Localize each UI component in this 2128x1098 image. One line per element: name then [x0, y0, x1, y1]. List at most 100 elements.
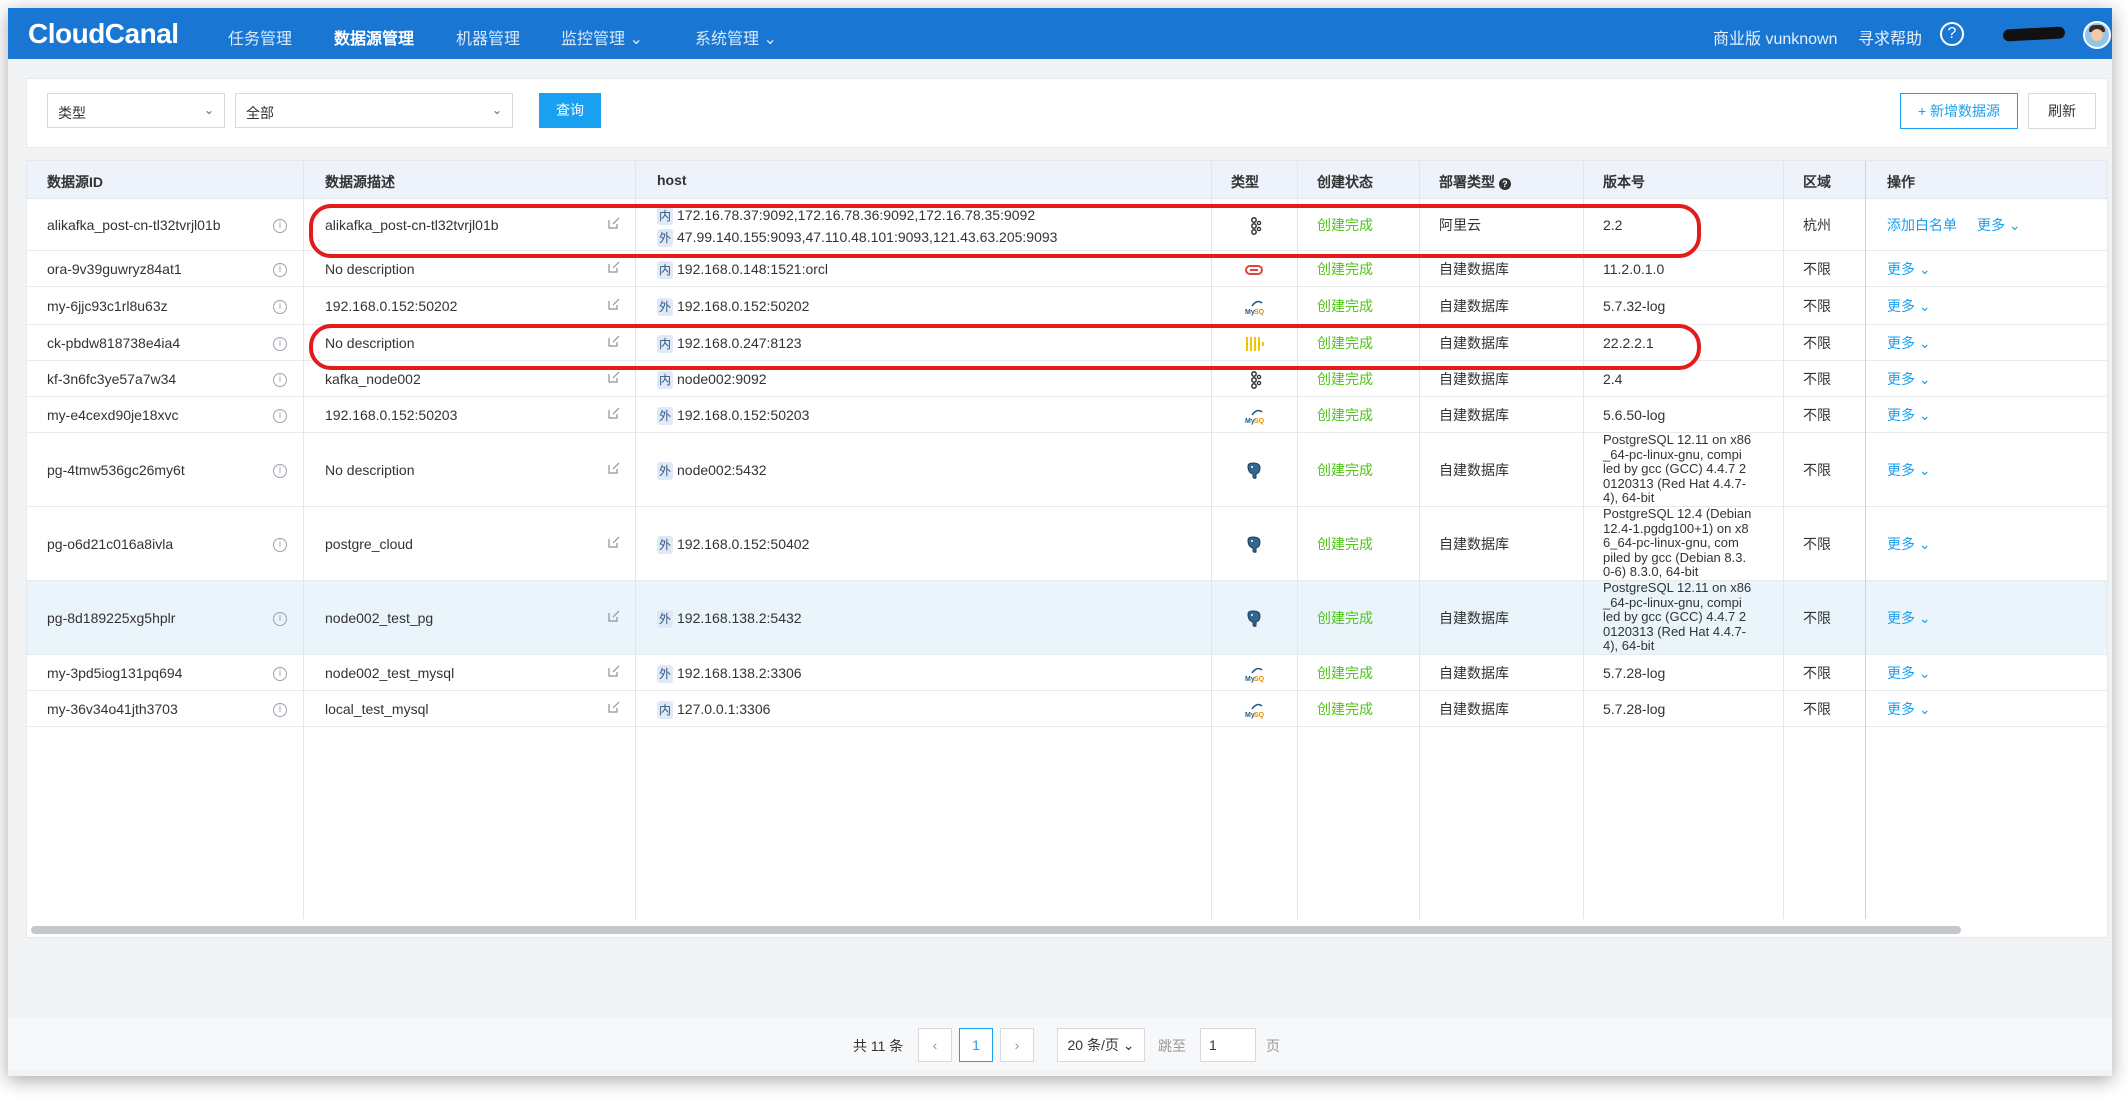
version-line: _64-pc-linux-gnu, compi: [1603, 446, 1742, 462]
nav-item-machines[interactable]: 机器管理: [456, 31, 521, 48]
top-nav: CloudCanal 任务管理 数据源管理 机器管理 监控管理 ⌄ 系统管理 ⌄…: [8, 8, 2112, 59]
more-dropdown[interactable]: 更多 ⌄: [1887, 261, 1931, 277]
table-row[interactable]: kf-3n6fc3ye57a7w34 i kafka_node002 内 node002…: [27, 361, 2107, 397]
info-icon[interactable]: i: [273, 263, 287, 277]
edit-icon[interactable]: [607, 609, 621, 623]
region: 不限: [1803, 407, 1831, 423]
region: 杭州: [1803, 217, 1831, 233]
next-page-button[interactable]: ›: [1000, 1028, 1034, 1062]
info-icon[interactable]: i: [273, 337, 287, 351]
col-header-version: 版本号: [1603, 174, 1645, 190]
more-dropdown[interactable]: 更多 ⌄: [1887, 407, 1931, 423]
edit-icon[interactable]: [607, 334, 621, 348]
postgresql-icon: [1244, 535, 1264, 555]
version: PostgreSQL 12.11 on x86 _64-pc-linux-gnu,…: [1603, 580, 1751, 654]
nav-item-datasources[interactable]: 数据源管理: [334, 31, 415, 48]
jump-input[interactable]: 1: [1200, 1028, 1256, 1062]
more-dropdown[interactable]: 更多 ⌄: [1887, 610, 1931, 626]
edit-icon[interactable]: [607, 664, 621, 678]
prev-page-button[interactable]: ‹: [918, 1028, 952, 1062]
oracle-icon: [1244, 260, 1264, 280]
redacted-username-mark: [2002, 26, 2066, 42]
table-row[interactable]: pg-4tmw536gc26my6t i No description 外 node00…: [27, 432, 2107, 507]
more-dropdown[interactable]: 更多 ⌄: [1887, 298, 1931, 314]
version-line: 0-6) 8.3.0, 64-bit: [1603, 564, 1699, 580]
datasource-desc: No description: [325, 261, 415, 277]
more-dropdown[interactable]: 更多 ⌄: [1887, 701, 1931, 717]
edit-icon[interactable]: [607, 406, 621, 420]
info-icon[interactable]: i: [273, 219, 287, 233]
help-link[interactable]: 寻求帮助: [1858, 31, 1923, 48]
table-row[interactable]: my-36v34o41jth3703 i local_test_mysql 内 127.…: [27, 691, 2107, 727]
host: 内 192.168.0.148:1521:orcl: [657, 259, 828, 280]
edit-icon[interactable]: [607, 260, 621, 274]
svg-text:My: My: [1245, 676, 1255, 683]
info-icon[interactable]: i: [273, 703, 287, 717]
question-circle-icon[interactable]: ?: [1940, 22, 1964, 46]
table-row[interactable]: pg-o6d21c016a8ivla i postgre_cloud 外 192.168…: [27, 506, 2107, 581]
svg-text:SQL: SQL: [1254, 418, 1264, 425]
version: PostgreSQL 12.4 (Debian 12.4-1.pgdg100+1)…: [1603, 506, 1751, 580]
page-size-select[interactable]: 20 条/页 ⌄: [1057, 1028, 1145, 1062]
more-dropdown[interactable]: 更多 ⌄: [1887, 371, 1931, 387]
info-icon[interactable]: i: [273, 373, 287, 387]
more-dropdown[interactable]: 更多 ⌄: [1887, 665, 1931, 681]
pagination: 共 11 条 ‹ 1 › 20 条/页 ⌄ 跳至 1 页: [8, 1018, 2112, 1070]
host: 内 node002:9092: [657, 369, 767, 390]
table-row[interactable]: pg-8d189225xg5hplr i node002_test_pg 外 192.1…: [27, 580, 2107, 655]
info-icon[interactable]: i: [273, 300, 287, 314]
host-value: node002:5432: [677, 462, 767, 478]
add-datasource-button[interactable]: + 新增数据源: [1900, 93, 2018, 129]
nav-item-tasks[interactable]: 任务管理: [228, 31, 293, 48]
more-dropdown[interactable]: 更多 ⌄: [1887, 335, 1931, 351]
datasource-id: my-3pd5iog131pq694: [47, 665, 183, 681]
table-row[interactable]: my-e4cexd90je18xvc i 192.168.0.152:50203 外 1…: [27, 397, 2107, 433]
version: 2.4: [1603, 371, 1623, 387]
version-line: led by gcc (GCC) 4.4.7 2: [1603, 461, 1747, 477]
avatar[interactable]: [2083, 21, 2111, 49]
logo[interactable]: CloudCanal: [28, 18, 179, 49]
value-select[interactable]: 全部 ⌄: [235, 93, 513, 128]
datasource-desc: node002_test_mysql: [325, 665, 455, 681]
region: 不限: [1803, 371, 1831, 387]
add-whitelist-link[interactable]: 添加白名单: [1887, 217, 1957, 233]
svg-text:SQL: SQL: [1254, 712, 1264, 719]
region: 不限: [1803, 462, 1831, 478]
type-select[interactable]: 类型 ⌄: [47, 93, 225, 128]
edit-icon[interactable]: [607, 535, 621, 549]
deploy-type: 自建数据库: [1439, 335, 1509, 351]
table-row[interactable]: ora-9v39guwryz84at1 i No description 内 192.1…: [27, 251, 2107, 287]
region: 不限: [1803, 298, 1831, 314]
info-icon[interactable]: i: [273, 409, 287, 423]
host-tag: 外: [657, 298, 673, 317]
query-button[interactable]: 查询: [539, 93, 601, 128]
pagination-total: 共 11 条: [853, 1038, 904, 1054]
info-icon[interactable]: i: [273, 538, 287, 552]
nav-item-monitoring[interactable]: 监控管理 ⌄: [561, 31, 643, 48]
host-tag: 外: [657, 407, 673, 426]
more-dropdown[interactable]: 更多 ⌄: [1977, 217, 2021, 233]
nav-item-system[interactable]: 系统管理 ⌄: [695, 31, 777, 48]
more-dropdown[interactable]: 更多 ⌄: [1887, 462, 1931, 478]
info-icon[interactable]: i: [273, 667, 287, 681]
table-row[interactable]: my-3pd5iog131pq694 i node002_test_mysql 外 19…: [27, 655, 2107, 691]
region: 不限: [1803, 335, 1831, 351]
host-tag: 内: [657, 335, 673, 354]
version-line: piled by gcc (Debian 8.3.: [1603, 549, 1747, 565]
edit-icon[interactable]: [607, 370, 621, 384]
table-row[interactable]: ck-pbdw818738e4ia4 i No description 内 192.16…: [27, 325, 2107, 361]
info-icon[interactable]: i: [273, 464, 287, 478]
more-dropdown[interactable]: 更多 ⌄: [1887, 536, 1931, 552]
table-row[interactable]: alikafka_post-cn-tl32tvrjl01b i alikafka_p…: [27, 199, 2107, 251]
page-1-button[interactable]: 1: [959, 1028, 993, 1062]
host: 内 127.0.0.1:3306: [657, 699, 770, 720]
edit-icon[interactable]: [607, 297, 621, 311]
refresh-button[interactable]: 刷新: [2028, 93, 2096, 129]
info-icon[interactable]: i: [273, 612, 287, 626]
edit-icon[interactable]: [607, 216, 621, 230]
edit-icon[interactable]: [607, 700, 621, 714]
horizontal-scrollbar[interactable]: [31, 926, 1961, 934]
table-row[interactable]: my-6jjc93c1rl8u63z i 192.168.0.152:50202 外 1…: [27, 287, 2107, 325]
deploy-type: 自建数据库: [1439, 298, 1509, 314]
edit-icon[interactable]: [607, 461, 621, 475]
